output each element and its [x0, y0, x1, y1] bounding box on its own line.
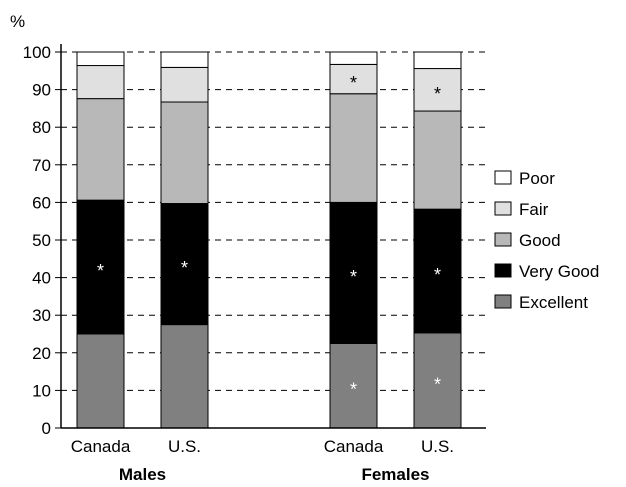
- bar-segment-very-good: [76, 199, 125, 335]
- x-tick-label: Canada: [71, 437, 131, 456]
- significance-asterisk: *: [434, 265, 441, 285]
- significance-asterisk: *: [350, 380, 357, 400]
- significance-asterisk: *: [350, 73, 357, 93]
- group-label: Males: [119, 465, 166, 484]
- y-tick-label: 60: [32, 193, 51, 212]
- bar-segment-good: [329, 93, 378, 203]
- x-tick-label: U.S.: [168, 437, 201, 456]
- y-tick-label: 10: [32, 381, 51, 400]
- bar-segment-fair: [76, 65, 125, 100]
- y-tick-label: 90: [32, 81, 51, 100]
- bar-segment-good: [76, 98, 125, 201]
- y-tick-label: 0: [42, 419, 51, 438]
- bar-segment-good: [160, 101, 209, 205]
- bar-segment-poor: [160, 51, 209, 68]
- y-tick-label: 20: [32, 344, 51, 363]
- legend-swatch: [494, 263, 512, 278]
- bar-segment-fair: [329, 63, 378, 95]
- group-label: Females: [361, 465, 429, 484]
- bar-segment-very-good: [160, 203, 209, 326]
- significance-asterisk: *: [350, 267, 357, 287]
- legend-swatch: [494, 201, 512, 216]
- significance-asterisk: *: [434, 84, 441, 104]
- x-tick-label: U.S.: [421, 437, 454, 456]
- significance-asterisk: *: [181, 258, 188, 278]
- legend-label: Fair: [519, 200, 549, 219]
- bar-segment-poor: [329, 51, 378, 65]
- legend-label: Very Good: [519, 262, 599, 281]
- significance-asterisk: *: [434, 374, 441, 394]
- legend-label: Poor: [519, 169, 555, 188]
- y-tick-label: 50: [32, 231, 51, 250]
- y-tick-label: 40: [32, 269, 51, 288]
- legend-swatch: [494, 170, 512, 185]
- legend-label: Excellent: [519, 293, 588, 312]
- significance-asterisk: *: [97, 261, 104, 281]
- y-tick-label: 30: [32, 306, 51, 325]
- bar-segment-fair: [160, 66, 209, 103]
- y-axis-unit-label: %: [10, 12, 25, 31]
- bar-segment-fair: [413, 68, 462, 112]
- legend-swatch: [494, 294, 512, 309]
- bar-segment-good: [413, 110, 462, 210]
- bar-segment-poor: [76, 51, 125, 67]
- y-tick-label: 80: [32, 118, 51, 137]
- legend-label: Good: [519, 231, 561, 250]
- bar-segment-poor: [413, 51, 462, 70]
- bar-segment-excellent: [76, 333, 125, 429]
- legend-swatch: [494, 232, 512, 247]
- bar-segment-very-good: [413, 208, 462, 334]
- x-tick-label: Canada: [324, 437, 384, 456]
- bar-segment-excellent: [160, 324, 209, 429]
- y-tick-label: 100: [23, 43, 51, 62]
- y-tick-label: 70: [32, 156, 51, 175]
